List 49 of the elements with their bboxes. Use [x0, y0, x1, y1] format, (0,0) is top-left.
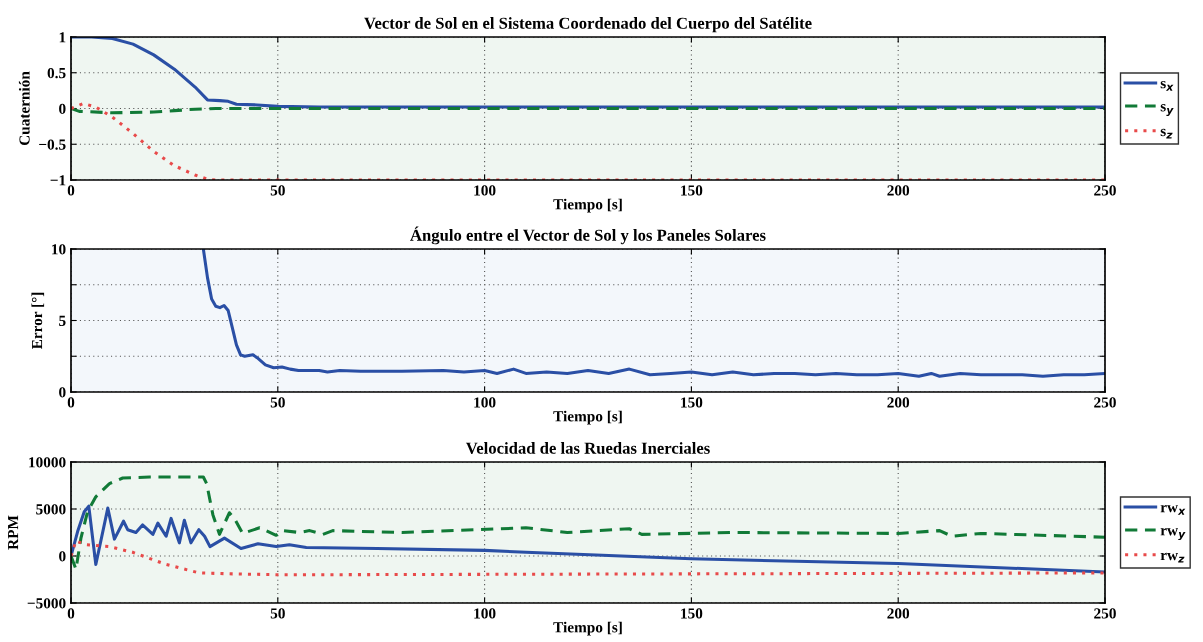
chart-title: Ángulo entre el Vector de Sol y los Paneles Solares: [410, 226, 766, 245]
x-tick-label: 50: [270, 397, 285, 408]
y-tick-label: −1: [50, 175, 66, 186]
legend-label: s$_{y}$: [1160, 104, 1174, 117]
y-tick-label: 5: [59, 315, 66, 326]
x-tick-label: 200: [887, 397, 910, 408]
legend-label: s$_{z}$: [1160, 128, 1173, 139]
x-tick-label: 250: [1094, 608, 1116, 619]
line-series: [201, 249, 1105, 378]
x-tick-label: 150: [681, 185, 703, 196]
legend-label: rw$_{y}$: [1160, 528, 1186, 541]
x-tick-label: 50: [270, 185, 285, 196]
x-tick-label: 150: [681, 608, 703, 619]
y-axis-title: RPM: [8, 515, 19, 550]
y-tick-label: −0.5: [39, 139, 66, 150]
legend-label: rw$_{z}$: [1160, 552, 1185, 563]
x-tick-label: 100: [474, 397, 496, 408]
x-axis-title: Tiempo [s]: [553, 621, 622, 636]
x-tick-label: 200: [887, 608, 910, 619]
x-tick-label: 200: [887, 185, 910, 196]
y-axis-title: Error [°]: [31, 292, 45, 350]
y-tick-label: 5000: [36, 504, 66, 515]
x-tick-label: 250: [1094, 185, 1116, 196]
x-tick-label: 100: [474, 608, 496, 619]
x-tick-label: 50: [270, 608, 285, 619]
x-tick-label: 150: [681, 397, 703, 408]
legend-label: s$_{x}$: [1160, 80, 1174, 91]
x-tick-label: 0: [67, 397, 75, 408]
chart-title: Vector de Sol en el Sistema Coordenado del Cuerpo del Satélite: [364, 17, 812, 33]
x-tick-label: 100: [474, 185, 496, 196]
y-tick-label: 0: [59, 387, 66, 398]
y-tick-label: 1: [59, 32, 66, 43]
legend-label: rw$_{x}$: [1160, 504, 1186, 515]
y-tick-label: 10000: [29, 457, 66, 468]
x-axis-title: Tiempo [s]: [553, 410, 622, 425]
y-tick-label: 10: [52, 244, 66, 255]
x-tick-label: 0: [67, 608, 75, 619]
y-tick-label: −5000: [27, 598, 66, 609]
line-series: [71, 539, 1105, 577]
chart-title: Velocidad de las Ruedas Inerciales: [465, 442, 710, 454]
y-tick-label: 0: [59, 103, 66, 114]
x-tick-label: 0: [67, 185, 75, 196]
y-axis-title: Cuaternión: [18, 71, 30, 146]
x-axis-title: Tiempo [s]: [553, 198, 622, 213]
x-tick-label: 250: [1094, 397, 1116, 408]
line-series: [71, 504, 1105, 574]
y-tick-label: 0: [59, 551, 66, 562]
line-series: [71, 475, 1105, 571]
y-tick-label: 0.5: [47, 67, 66, 79]
